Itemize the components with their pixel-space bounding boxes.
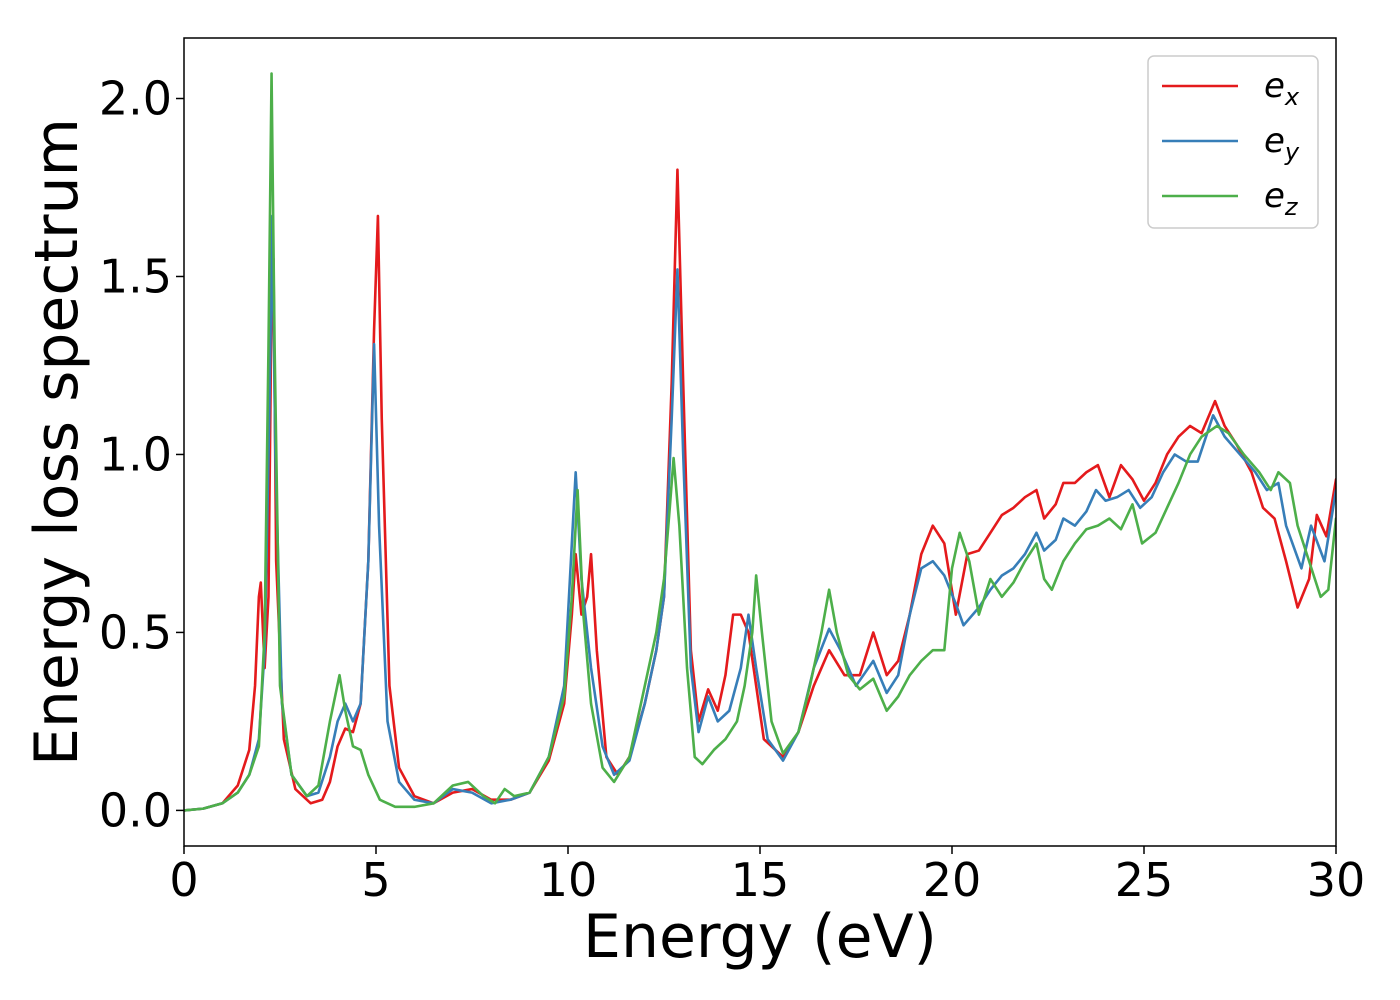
y-tick-label: 1.5 xyxy=(99,249,172,303)
y-tick-label: 0.5 xyxy=(99,605,172,659)
legend-label-e-x: ex xyxy=(1264,66,1300,111)
y-tick-label: 0.0 xyxy=(99,783,172,837)
x-tick-label: 0 xyxy=(169,853,198,907)
y-tick-label: 1.0 xyxy=(99,427,172,481)
y-tick-label: 2.0 xyxy=(99,72,172,126)
x-tick-label: 25 xyxy=(1115,853,1174,907)
legend-label-e-y: ey xyxy=(1264,121,1300,166)
x-axis-title: Energy (eV) xyxy=(583,902,937,972)
x-tick-label: 10 xyxy=(539,853,598,907)
series-line-e-x xyxy=(184,168,1336,812)
y-axis-title: Energy loss spectrum xyxy=(22,118,92,766)
x-tick-label: 15 xyxy=(731,853,790,907)
legend-label-e-z: ez xyxy=(1264,176,1299,221)
x-tick-label: 20 xyxy=(923,853,982,907)
series-line-e-z xyxy=(184,72,1336,812)
x-tick-label: 30 xyxy=(1307,853,1366,907)
series-line-e-y xyxy=(184,214,1336,812)
legend: ex ey ez xyxy=(1147,55,1319,229)
x-tick-label: 5 xyxy=(361,853,390,907)
